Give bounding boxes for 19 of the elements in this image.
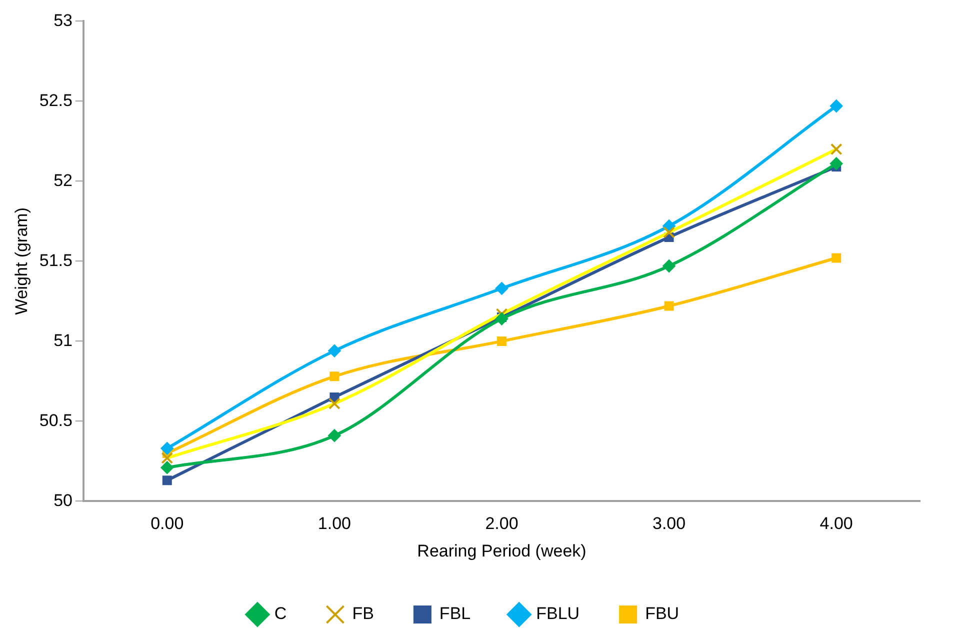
x-tick-label: 0.00: [150, 514, 184, 534]
y-tick-label: 50.5: [39, 410, 72, 430]
x-tick-label: 3.00: [652, 514, 686, 534]
y-axis-title: Weight (gram): [12, 208, 31, 315]
legend-label: FBL: [439, 604, 471, 624]
x-axis-title: Rearing Period (week): [417, 541, 586, 560]
y-tick-label: 51: [54, 330, 72, 350]
x-tick-label: 1.00: [318, 514, 351, 534]
x-tick-label: 2.00: [485, 514, 518, 534]
legend-label: FBU: [645, 604, 680, 624]
legend-label: FBLU: [536, 604, 580, 624]
legend-label: C: [274, 604, 287, 624]
y-tick-label: 53: [54, 10, 72, 30]
y-tick-label: 51.5: [39, 250, 72, 270]
y-tick-label: 52.5: [39, 90, 72, 110]
legend-label: FB: [352, 604, 374, 624]
x-tick-label: 4.00: [820, 514, 853, 534]
y-tick-label: 50: [54, 490, 72, 510]
y-tick-label: 52: [54, 170, 72, 190]
